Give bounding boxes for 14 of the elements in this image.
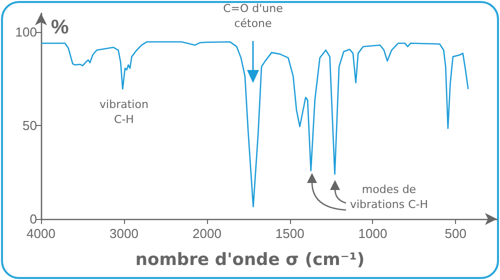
text: C=O d'une cétone xyxy=(222,1,284,31)
x-tick-label: 2000 xyxy=(192,226,222,241)
annotation: modes de vibrations C-H xyxy=(349,182,429,212)
x-tick-label: 500 xyxy=(444,226,466,241)
x-tick-label: 3000 xyxy=(110,226,138,241)
x-tick-label: 1000 xyxy=(358,226,388,241)
y-tick-label: 0 xyxy=(30,212,37,226)
annotation: vibration C-H xyxy=(98,97,150,127)
y-axis-title: % xyxy=(51,16,69,38)
x-tick-label: 1500 xyxy=(275,226,304,241)
y-tick-label: 50 xyxy=(22,118,37,133)
x-axis-title: nombre d'onde σ (cm⁻¹) xyxy=(134,250,366,270)
x-tick-label: 4000 xyxy=(26,226,56,241)
y-tick-label: 100 xyxy=(15,24,37,40)
